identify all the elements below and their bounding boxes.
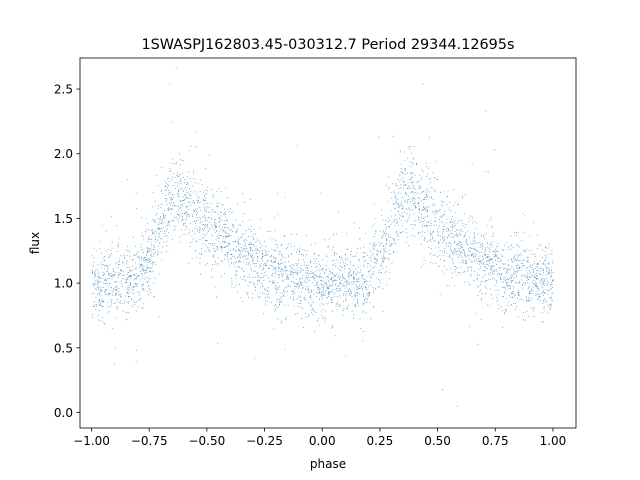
x-tick-label: −1.00 xyxy=(73,434,110,448)
x-tick-label: −0.75 xyxy=(131,434,168,448)
x-tick-label: 0.00 xyxy=(309,434,336,448)
x-axis-label: phase xyxy=(310,457,346,471)
x-tick-label: 0.75 xyxy=(482,434,509,448)
y-tick-label: 2.5 xyxy=(54,83,73,97)
data-points xyxy=(91,67,554,407)
y-tick-label: 2.0 xyxy=(54,147,73,161)
y-tick-label: 1.5 xyxy=(54,212,73,226)
chart-title: 1SWASPJ162803.45-030312.7 Period 29344.1… xyxy=(142,37,515,53)
x-tick-label: −0.25 xyxy=(246,434,283,448)
y-tick-label: 0.5 xyxy=(54,341,73,355)
scatter-points xyxy=(91,67,554,407)
x-tick-label: −0.50 xyxy=(188,434,225,448)
x-axis-ticks: −1.00 −0.75 −0.50 −0.25 0.00 0.25 0.50 0.75 1.00 xyxy=(73,428,566,448)
y-axis-ticks: 0.0 0.5 1.0 1.5 2.0 2.5 xyxy=(54,83,80,420)
x-tick-label: 1.00 xyxy=(540,434,567,448)
x-tick-label: 0.25 xyxy=(367,434,394,448)
plot-frame xyxy=(79,57,577,429)
x-tick-label: 0.50 xyxy=(424,434,451,448)
y-tick-label: 1.0 xyxy=(54,277,73,291)
y-tick-label: 0.0 xyxy=(54,406,73,420)
y-axis-label: flux xyxy=(28,232,42,254)
